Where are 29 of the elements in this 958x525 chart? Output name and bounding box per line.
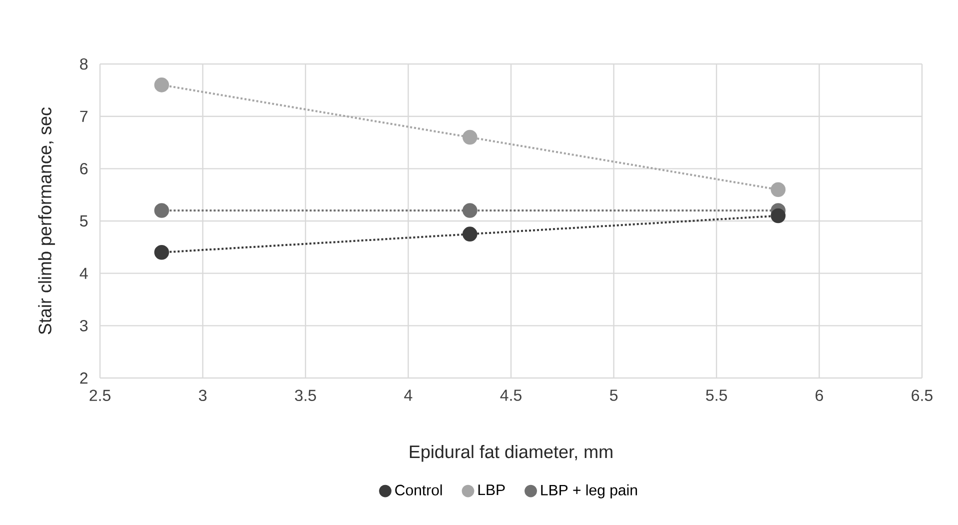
point xyxy=(154,245,170,260)
point xyxy=(154,78,170,92)
y-tick-label: 2 xyxy=(80,372,88,384)
point xyxy=(462,130,478,145)
point xyxy=(770,208,786,224)
point xyxy=(770,182,786,198)
x-tick-label: 4.5 xyxy=(500,390,522,401)
y-tick-label: 8 xyxy=(80,58,88,70)
y-tick-label: 6 xyxy=(80,163,88,174)
y-tick-label: 5 xyxy=(80,215,88,227)
point xyxy=(154,203,170,218)
point xyxy=(462,226,478,242)
x-tick-label: 6 xyxy=(816,390,823,402)
x-tick-label: 5 xyxy=(610,390,618,401)
y-tick-label: 7 xyxy=(80,110,88,122)
x-tick-label: 3 xyxy=(198,390,206,402)
x-tick-label: 3.5 xyxy=(294,390,316,402)
legend-label: Control xyxy=(395,484,442,496)
x-axis-title: Epidural fat diameter, mm xyxy=(410,444,612,462)
point xyxy=(462,203,478,218)
x-tick-label: 6.5 xyxy=(912,390,932,402)
legend-label: LBP xyxy=(478,484,505,495)
legend-label: LBP + leg pain xyxy=(541,484,637,498)
y-tick-label: 3 xyxy=(80,320,88,332)
x-tick-label: 5.5 xyxy=(706,390,727,401)
y-axis-title: Stair climb performance, sec xyxy=(38,107,55,334)
x-tick-label: 2.5 xyxy=(90,390,110,402)
y-tick-label: 4 xyxy=(80,268,88,279)
x-tick-label: 4 xyxy=(404,390,412,401)
